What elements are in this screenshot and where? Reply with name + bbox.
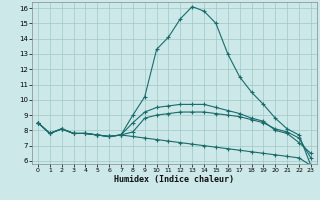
X-axis label: Humidex (Indice chaleur): Humidex (Indice chaleur) [115, 175, 234, 184]
